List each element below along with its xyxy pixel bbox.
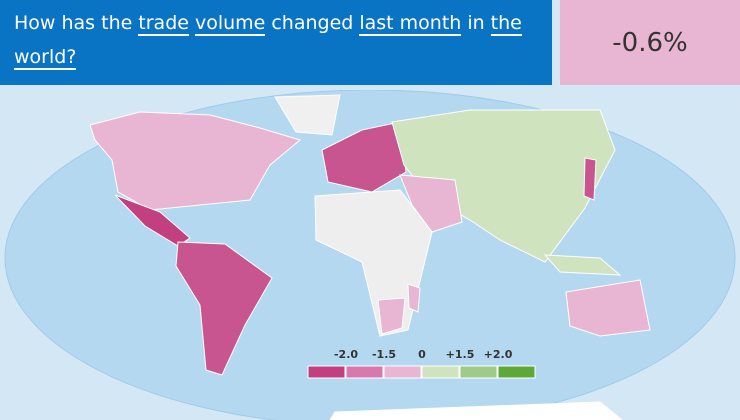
legend-label: +1.5 — [446, 348, 475, 361]
legend-label: 0 — [418, 348, 426, 361]
legend-label: -1.5 — [372, 348, 396, 361]
legend-swatch — [421, 365, 460, 379]
question-option[interactable]: last month — [359, 12, 462, 36]
question-option[interactable]: the world? — [14, 12, 522, 70]
legend-swatch — [307, 365, 346, 379]
map: -2.0 -1.5 0 +1.5 +2.0 — [4, 90, 736, 420]
legend-label: -2.0 — [334, 348, 358, 361]
countries — [89, 94, 651, 420]
legend-swatch — [383, 365, 422, 379]
question: How has the trade volume changed last month i… — [0, 0, 552, 85]
question-text: changed — [271, 12, 354, 34]
question-option[interactable]: volume — [194, 12, 266, 36]
result: -0.6% — [560, 0, 740, 85]
question-text: in — [467, 12, 485, 34]
legend-swatch — [345, 365, 384, 379]
legend: -2.0 -1.5 0 +1.5 +2.0 — [307, 348, 536, 379]
question-text: How has the — [14, 12, 133, 34]
question-option[interactable]: trade — [138, 12, 189, 36]
legend-label: +2.0 — [484, 348, 513, 361]
legend-swatch — [497, 365, 536, 379]
legend-swatch — [459, 365, 498, 379]
